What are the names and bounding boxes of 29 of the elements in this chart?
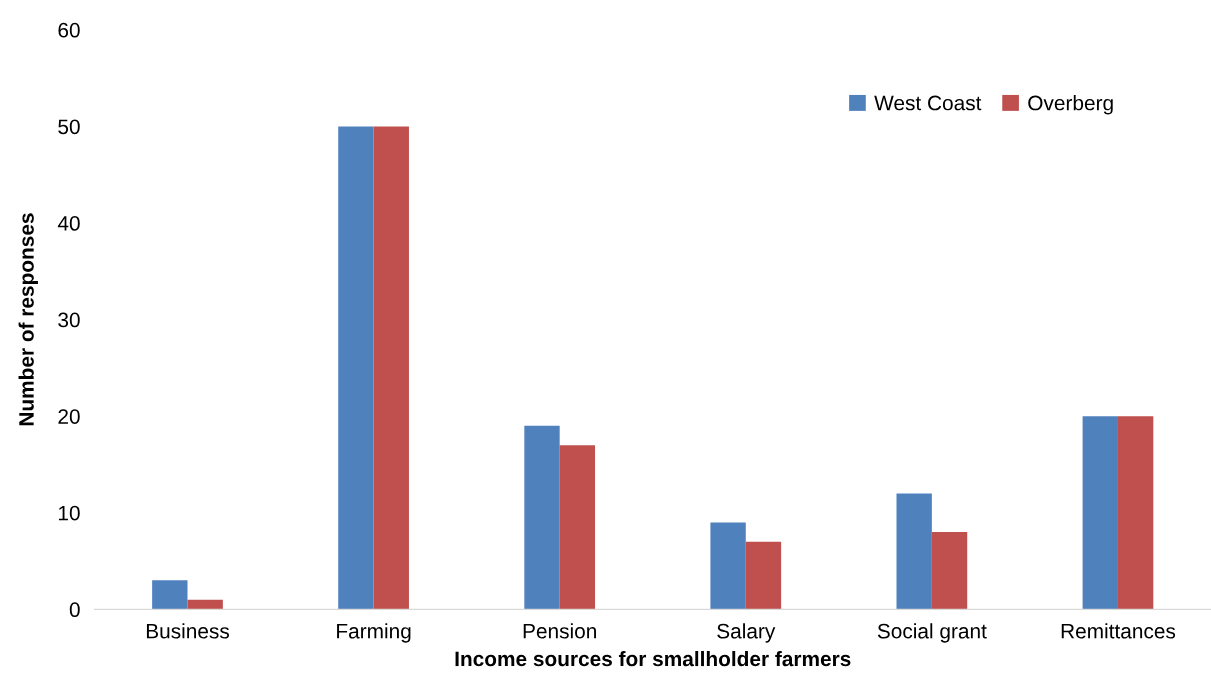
bar bbox=[931, 532, 968, 610]
x-tick-label: Social grant bbox=[877, 623, 987, 643]
bar bbox=[559, 445, 596, 610]
y-tick-label: 50 bbox=[58, 119, 80, 135]
y-tick-label: 0 bbox=[69, 602, 80, 618]
bar bbox=[187, 599, 223, 610]
y-axis-title: Number of responses bbox=[18, 213, 38, 426]
y-tick-label: 20 bbox=[58, 409, 80, 424]
legend-label: West Coast bbox=[874, 95, 982, 111]
x-tick-label: Pension bbox=[523, 623, 596, 639]
x-tick-label: Remittances bbox=[1061, 623, 1176, 639]
bar bbox=[338, 126, 374, 610]
y-tick-label: 30 bbox=[58, 312, 80, 328]
bar bbox=[710, 522, 746, 610]
bar bbox=[524, 425, 560, 610]
x-tick-label: Salary bbox=[717, 623, 776, 643]
bar bbox=[373, 126, 409, 610]
y-tick-label: 10 bbox=[58, 505, 80, 521]
x-tick-label: Farming bbox=[337, 623, 411, 643]
bar bbox=[152, 580, 188, 610]
bar bbox=[745, 541, 782, 610]
bar bbox=[1082, 416, 1118, 610]
x-tick-label: Business bbox=[146, 623, 230, 639]
bar bbox=[1117, 416, 1154, 610]
y-tick-label: 40 bbox=[57, 216, 80, 231]
bar bbox=[896, 493, 932, 610]
legend-label: Overberg bbox=[1028, 95, 1113, 115]
y-tick-label: 60 bbox=[58, 22, 80, 38]
x-axis-title: Income sources for smallholder farmers bbox=[455, 650, 851, 667]
